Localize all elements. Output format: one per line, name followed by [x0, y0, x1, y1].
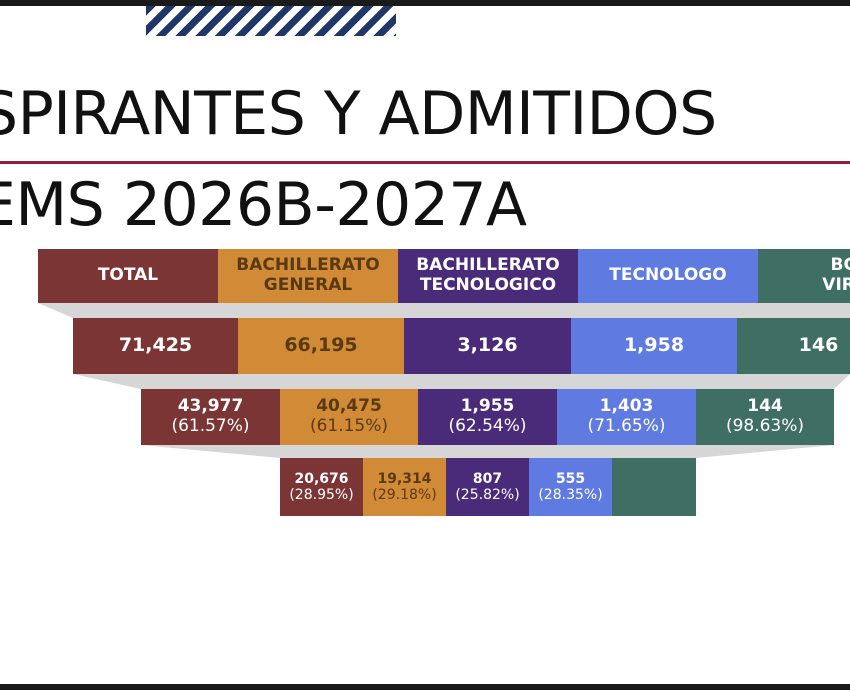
header-cell-general: BACHILLERATO GENERAL [218, 249, 398, 303]
header-cell-virtual: BGVIRT [758, 249, 850, 303]
aspirantes-cell-tecnologico: 3,126 [404, 318, 571, 374]
slide: SPIRANTES Y ADMITIDOS EMS 2026B-2027A TO… [0, 6, 850, 684]
aspirantes-cell-total: 71,425 [73, 318, 238, 374]
header-cell-tecnologico: BACHILLERATO TECNOLOGICO [398, 249, 578, 303]
cell-text: 40,475 [316, 396, 382, 417]
inscritos-cell-tecnologico: 807 (25.82%) [446, 458, 529, 516]
cell-text: GENERAL [263, 275, 353, 295]
cell-text: BACHILLERATO [416, 255, 560, 276]
inscritos-cell-general: 19,314 (29.18%) [363, 458, 446, 516]
slide-subtitle: EMS 2026B-2027A [0, 170, 527, 240]
aspirantes-cell-virtual: 146 [737, 318, 850, 374]
cell-text: 19,314 [377, 470, 432, 487]
cell-text: BACHILLERATO [236, 255, 380, 276]
inscritos-cell-total: 20,676 (28.95%) [280, 458, 363, 516]
cell-text: BG [830, 255, 850, 276]
cell-text: (25.82%) [455, 487, 520, 503]
aspirantes-cell-tecnologo: 1,958 [571, 318, 737, 374]
cell-text: 3,126 [457, 334, 518, 357]
cell-text: 20,676 [294, 470, 349, 487]
cell-text: 1,955 [460, 396, 515, 417]
cell-text: TECNOLOGICO [419, 275, 557, 295]
cell-text: 66,195 [284, 334, 358, 357]
cell-text: TOTAL [97, 265, 159, 286]
cell-text: (62.54%) [448, 416, 527, 436]
admitidos-cell-total: 43,977 (61.57%) [141, 389, 280, 445]
cell-text: (61.15%) [309, 416, 389, 436]
cell-text: 807 [472, 470, 503, 487]
funnel-connectors [38, 303, 850, 458]
cell-text: VIRT [822, 275, 850, 295]
slide-title: SPIRANTES Y ADMITIDOS [0, 79, 717, 149]
cell-text: 555 [555, 470, 586, 487]
funnel-connector [38, 303, 850, 318]
cell-text: (98.63%) [725, 416, 805, 436]
cell-text: 146 [798, 334, 839, 357]
cell-text: 71,425 [118, 334, 193, 357]
cell-text: (71.65%) [587, 416, 666, 436]
inscritos-cell-virtual [612, 458, 696, 516]
title-divider [0, 161, 850, 164]
cell-text: 1,958 [623, 334, 685, 357]
cell-text: (29.18%) [372, 487, 437, 503]
header-cell-total: TOTAL [38, 249, 218, 303]
decorative-stripes [146, 6, 396, 36]
cell-text: 43,977 [177, 396, 244, 417]
funnel-diagram [38, 303, 850, 458]
admitidos-cell-virtual: 144 (98.63%) [696, 389, 834, 445]
funnel-connector [73, 374, 850, 389]
admitidos-cell-general: 40,475 (61.15%) [280, 389, 418, 445]
admitidos-cell-tecnologo: 1,403 (71.65%) [557, 389, 696, 445]
header-cell-tecnologo: TECNOLOGO [578, 249, 758, 303]
cell-text: TECNOLOGO [609, 265, 727, 286]
cell-text: (28.35%) [538, 487, 603, 503]
aspirantes-cell-general: 66,195 [238, 318, 404, 374]
funnel-connector [141, 445, 834, 458]
cell-text: 1,403 [599, 396, 654, 417]
cell-text: (28.95%) [289, 487, 354, 503]
inscritos-cell-tecnologo: 555 (28.35%) [529, 458, 612, 516]
admitidos-cell-tecnologico: 1,955 (62.54%) [418, 389, 557, 445]
cell-text: (61.57%) [171, 416, 250, 436]
cell-text: 144 [747, 396, 783, 417]
